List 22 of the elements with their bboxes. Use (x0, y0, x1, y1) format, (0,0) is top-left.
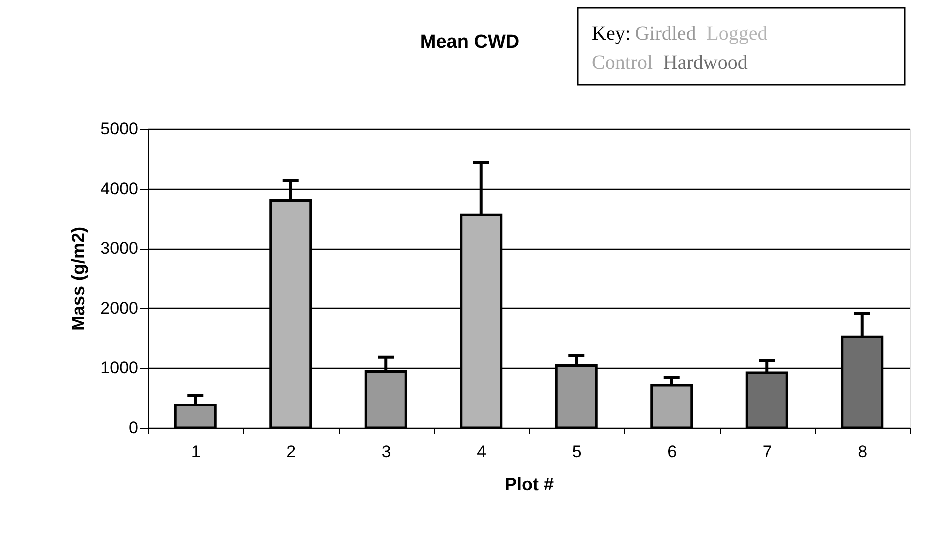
x-tick-label: 4 (477, 442, 487, 462)
x-tick-label: 5 (572, 442, 582, 462)
y-tick-label: 1000 (100, 358, 138, 378)
text: Logged (706, 23, 768, 45)
x-tick-label: 8 (858, 442, 868, 462)
y-tick-label: 0 (129, 418, 138, 438)
x-tick-label: 1 (191, 442, 201, 462)
legend-title: Key: (592, 23, 631, 45)
chart-title: Mean CWD (420, 32, 520, 53)
y-tick-label: 2000 (100, 298, 138, 318)
x-tick-label: 2 (286, 442, 296, 462)
x-tick-label: 3 (382, 442, 392, 462)
y-axis-title: Mass (g/m2) (68, 226, 89, 332)
x-tick-label: 6 (668, 442, 678, 462)
x-axis-title: Plot # (504, 474, 554, 494)
text: Control (592, 52, 654, 74)
y-tick-label: 5000 (100, 120, 138, 138)
y-tick-label: 4000 (100, 179, 138, 198)
text: Hardwood (663, 52, 748, 74)
x-tick-label: 7 (762, 442, 772, 462)
text: Girdled (635, 23, 696, 45)
y-tick-label: 3000 (100, 239, 138, 258)
